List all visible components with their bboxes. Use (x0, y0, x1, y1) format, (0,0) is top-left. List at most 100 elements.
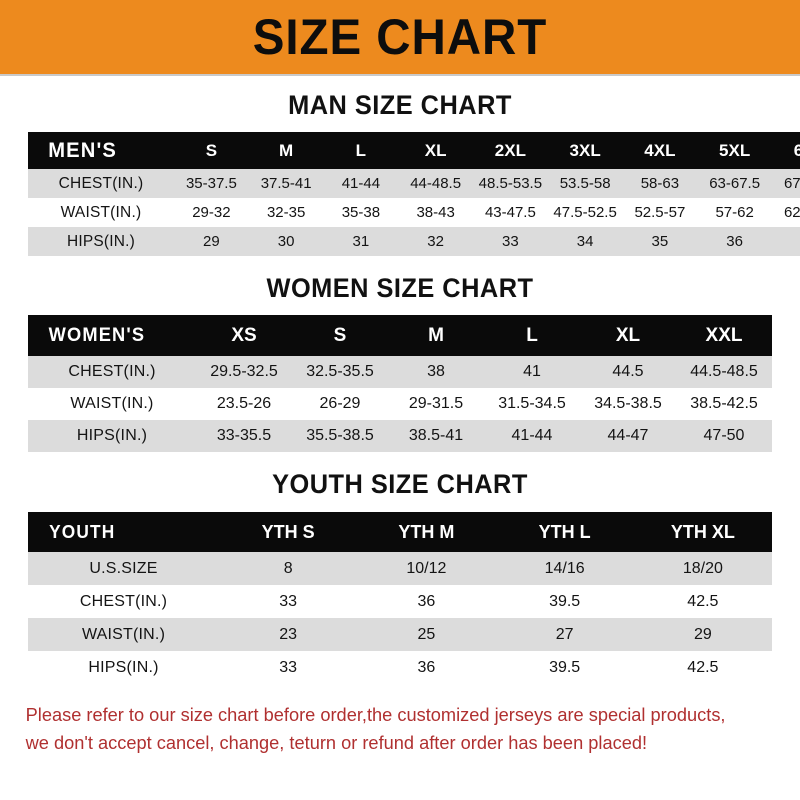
youth-row-label: CHEST(IN.) (79, 592, 168, 610)
youth-header-row: YOUTH YTH S YTH M YTH L YTH XL (28, 512, 772, 552)
youth-measurement-cell: 27 (555, 625, 574, 643)
section-man: MAN SIZE CHART MEN'S S M L XL 2XL 3XL 4XL 5XL 6XL… (0, 76, 800, 256)
women-size-header: XXL (705, 324, 743, 346)
footer-disclaimer: Please refer to our size chart before or… (0, 684, 788, 757)
youth-size-header: YTH XL (670, 521, 735, 542)
women-table-head: WOMEN'S XS S M L XL XXL (28, 315, 772, 356)
section-title-youth: YOUTH SIZE CHART (272, 469, 528, 499)
section-youth: YOUTH SIZE CHART YOUTH YTH S YTH M YTH L YTH… (0, 452, 800, 684)
women-measurement-cell: 33-35.5 (216, 427, 272, 444)
women-measurement-cell: 38.5-42.5 (690, 395, 758, 412)
youth-measurement-cell: 14/16 (544, 559, 585, 577)
women-measurement-cell: 38.5-41 (408, 427, 464, 444)
man-measurement-cell: 52.5-57 (634, 204, 686, 221)
man-size-header: 5XL (719, 140, 751, 160)
women-measurement-cell: 32.5-35.5 (306, 363, 374, 380)
man-measurement-cell: 44-48.5 (410, 175, 462, 192)
footer-line-2: we don't accept cancel, change, teturn o… (25, 732, 648, 753)
man-measurement-cell: 30 (277, 233, 295, 250)
women-size-header: XS (231, 324, 257, 346)
man-measurement-cell: 32 (427, 233, 444, 250)
man-measurement-cell: 32-35 (266, 204, 306, 221)
man-table-body: CHEST(IN.) 35-37.5 37.5-41 41-44 44-48.5 48.5… (28, 169, 800, 256)
man-size-header: M (279, 140, 294, 160)
man-measurement-cell: 36 (726, 233, 743, 250)
women-row-label: WAIST(IN.) (70, 395, 154, 412)
youth-size-header: YTH L (538, 521, 591, 542)
man-size-header: S (205, 140, 218, 160)
youth-table-body: U.S.SIZE 8 10/12 14/16 18/20 CHEST(IN.) 33 36 39… (28, 552, 772, 684)
table-row: CHEST(IN.) 29.5-32.5 32.5-35.5 38 41 44.5 44.5… (28, 356, 772, 388)
women-size-header: S (333, 324, 347, 346)
man-size-header: 2XL (494, 140, 526, 160)
man-measurement-cell: 35-37.5 (185, 175, 237, 192)
women-measurement-cell: 23.5-26 (216, 395, 272, 412)
youth-measurement-cell: 33 (279, 658, 298, 676)
man-measurement-cell: 34 (576, 233, 594, 250)
man-row-label: HIPS(IN.) (66, 232, 136, 250)
women-measurement-cell: 29.5-32.5 (210, 363, 278, 380)
women-row-label: HIPS(IN.) (76, 427, 148, 444)
page-title: SIZE CHART (252, 9, 548, 65)
youth-measurement-cell: 36 (417, 592, 436, 610)
man-size-table: MEN'S S M L XL 2XL 3XL 4XL 5XL 6XL CHEST(IN.) 35-3… (28, 132, 800, 256)
man-measurement-cell: 48.5-53.5 (478, 175, 543, 192)
youth-measurement-cell: 18/20 (682, 559, 723, 577)
man-measurement-cell: 43-47.5 (484, 204, 536, 221)
women-table-body: CHEST(IN.) 29.5-32.5 32.5-35.5 38 41 44.5 44.5… (28, 356, 772, 452)
man-size-header: 3XL (569, 140, 601, 160)
man-measurement-cell: 47.5-52.5 (553, 204, 617, 221)
women-measurement-cell: 29-31.5 (408, 395, 464, 412)
table-row: HIPS(IN.) 33 36 39.5 42.5 (28, 651, 772, 684)
table-row: WAIST(IN.) 23 25 27 29 (28, 618, 772, 651)
man-row-label: CHEST(IN.) (58, 174, 144, 192)
women-measurement-cell: 44.5 (612, 363, 644, 380)
youth-measurement-cell: 10/12 (406, 559, 447, 577)
women-measurement-cell: 44-47 (607, 427, 649, 444)
women-header-row: WOMEN'S XS S M L XL XXL (28, 315, 772, 356)
table-row: CHEST(IN.) 35-37.5 37.5-41 41-44 44-48.5 48.5… (28, 169, 800, 198)
man-measurement-cell: 35-38 (341, 204, 381, 221)
women-measurement-cell: 47-50 (703, 427, 745, 444)
youth-size-header: YTH M (398, 521, 455, 542)
man-measurement-cell: 35 (651, 233, 669, 250)
man-row-label: WAIST(IN.) (60, 203, 142, 221)
women-measurement-cell: 41-44 (511, 427, 553, 444)
women-measurement-cell: 26-29 (319, 395, 361, 412)
man-measurement-cell: 29 (203, 233, 220, 250)
section-title-man: MAN SIZE CHART (288, 90, 512, 120)
women-corner-label: WOMEN'S (48, 324, 146, 346)
man-measurement-cell: 53.5-58 (559, 175, 611, 192)
youth-table-head: YOUTH YTH S YTH M YTH L YTH XL (28, 512, 772, 552)
youth-measurement-cell: 42.5 (687, 658, 719, 676)
man-size-header: L (355, 140, 367, 160)
women-size-table: WOMEN'S XS S M L XL XXL CHEST(IN.) 29.5-32.5 32.… (28, 315, 772, 452)
man-measurement-cell: 57-62 (715, 204, 754, 221)
man-measurement-cell: 31 (352, 233, 370, 250)
table-row: HIPS(IN.) 29 30 31 32 33 34 35 36 37 (28, 227, 800, 256)
women-size-header: L (526, 324, 538, 346)
man-size-header: 6XL (793, 140, 800, 160)
youth-row-label: HIPS(IN.) (88, 658, 159, 676)
youth-row-label: U.S.SIZE (89, 559, 158, 577)
youth-measurement-cell: 23 (279, 625, 298, 643)
man-measurement-cell: 37.5-41 (260, 175, 312, 192)
man-measurement-cell: 58-63 (640, 175, 680, 192)
youth-size-table: YOUTH YTH S YTH M YTH L YTH XL U.S.SIZE 8 10/1… (28, 512, 772, 684)
man-table-head: MEN'S S M L XL 2XL 3XL 4XL 5XL 6XL (28, 132, 800, 169)
man-size-header: 4XL (644, 140, 676, 160)
man-measurement-cell: 63-67.5 (709, 175, 761, 192)
women-row-label: CHEST(IN.) (68, 363, 156, 380)
youth-measurement-cell: 36 (417, 658, 436, 676)
table-row: CHEST(IN.) 33 36 39.5 42.5 (28, 585, 772, 618)
youth-measurement-cell: 42.5 (687, 592, 719, 610)
women-measurement-cell: 31.5-34.5 (498, 395, 566, 412)
women-measurement-cell: 34.5-38.5 (594, 395, 662, 412)
man-measurement-cell: 41-44 (341, 175, 381, 192)
man-measurement-cell: 29-32 (192, 204, 231, 221)
man-header-row: MEN'S S M L XL 2XL 3XL 4XL 5XL 6XL (28, 132, 800, 169)
man-measurement-cell: 33 (502, 233, 519, 250)
table-row: U.S.SIZE 8 10/12 14/16 18/20 (28, 552, 772, 585)
page-banner: SIZE CHART (0, 0, 800, 76)
